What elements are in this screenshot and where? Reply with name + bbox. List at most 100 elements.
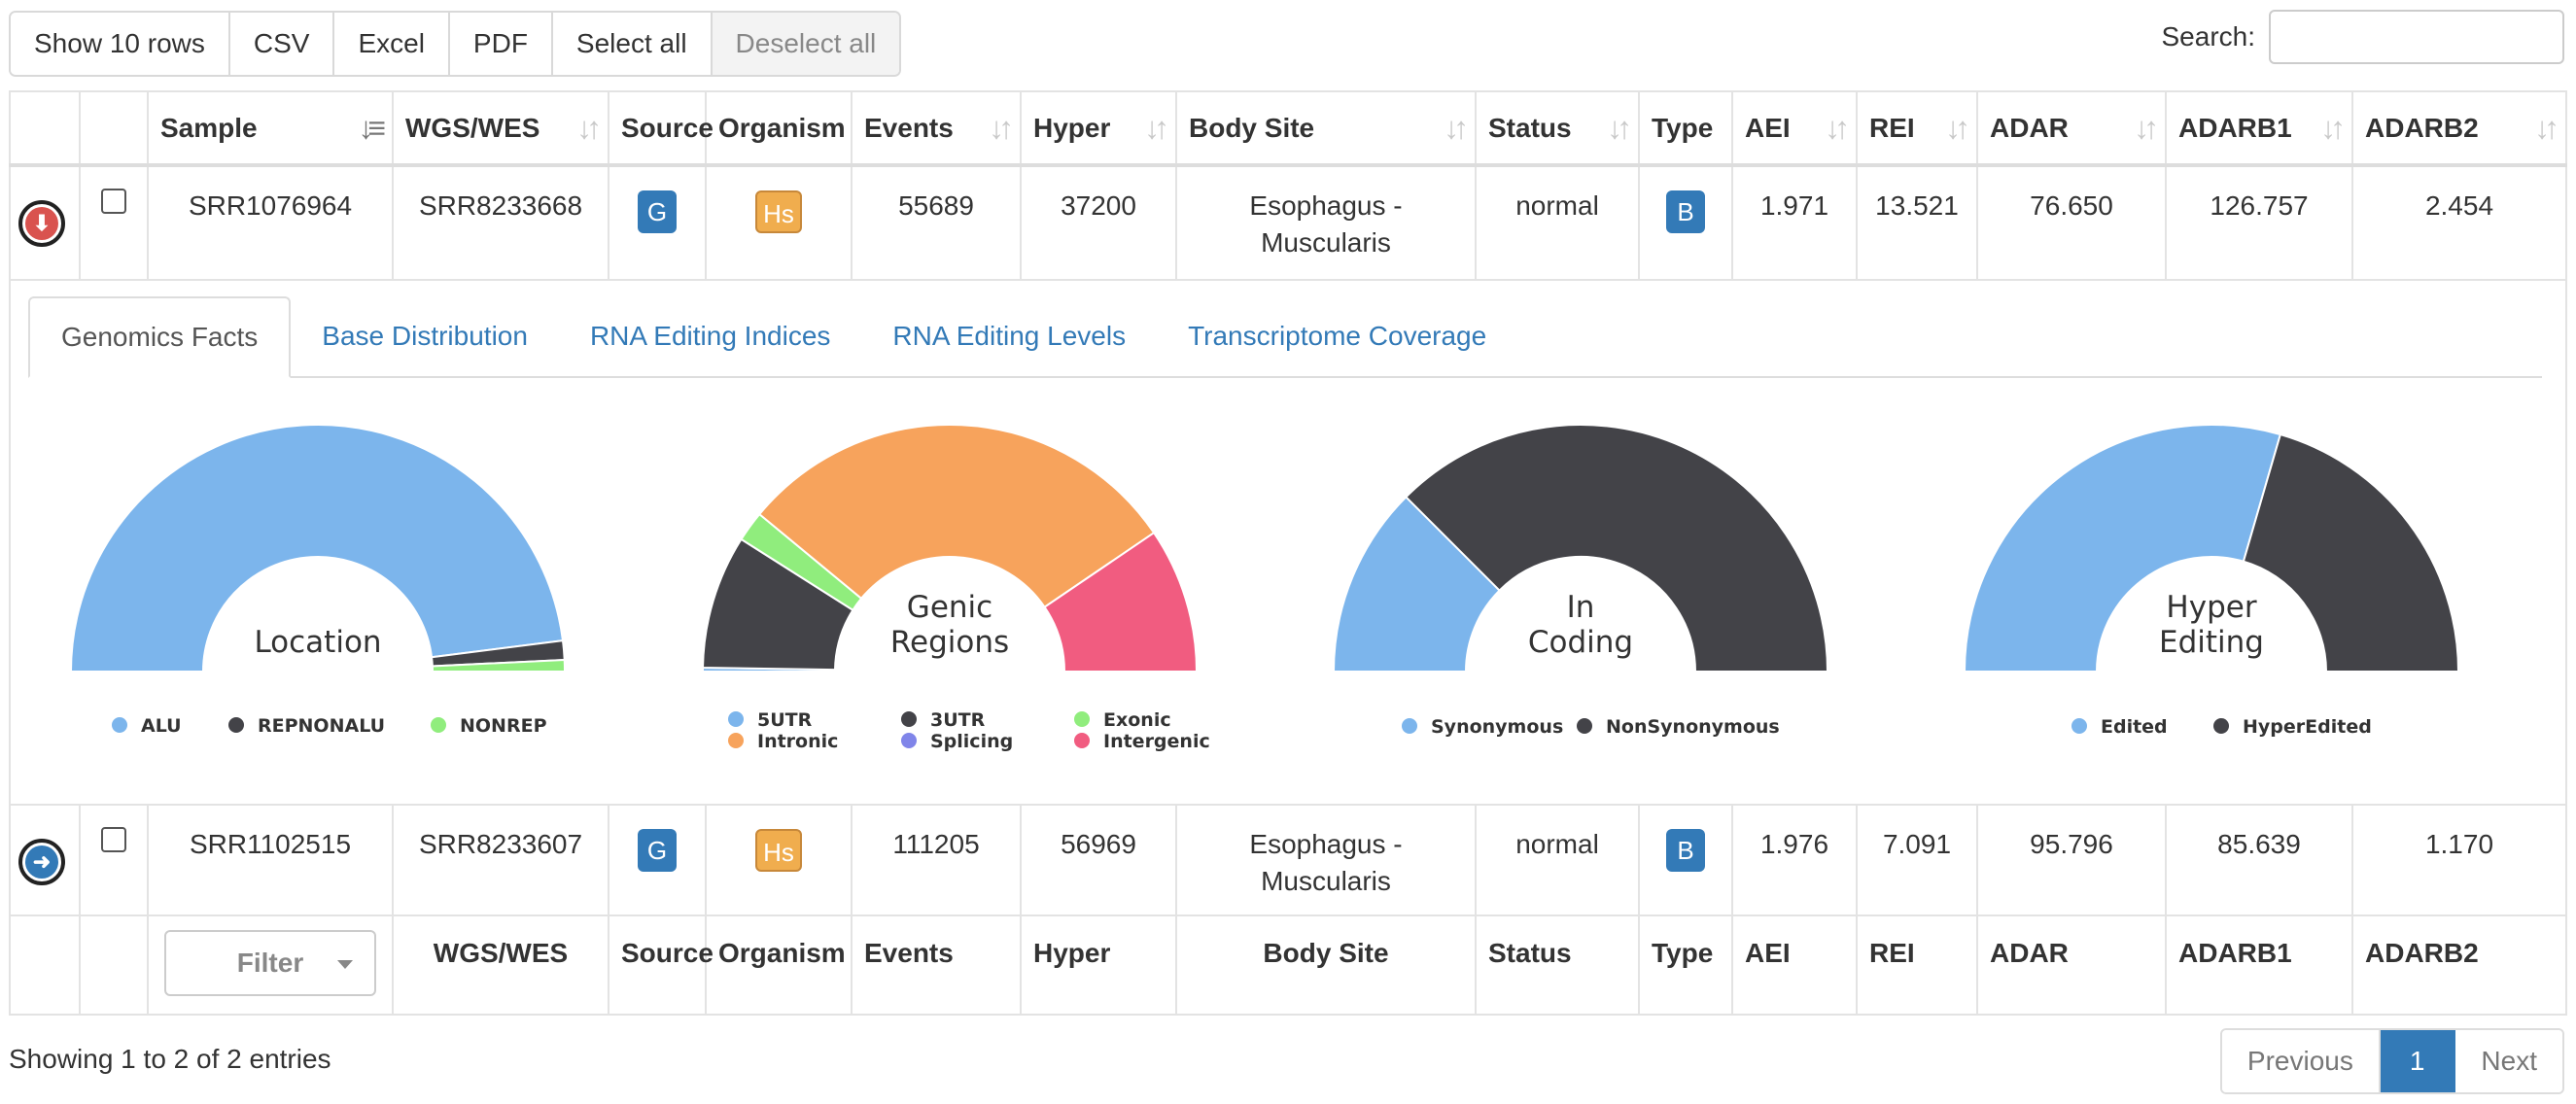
row-checkbox[interactable]: [101, 189, 126, 214]
sort-icon[interactable]: ↓↑: [1444, 110, 1469, 145]
slice-nonrep[interactable]: [431, 658, 567, 673]
row-details: Genomics Facts Base Distribution RNA Edi…: [9, 279, 2567, 806]
legend-item[interactable]: REPNONALU: [258, 715, 385, 737]
col-rei[interactable]: REI ↓↑: [1856, 90, 1978, 167]
col-adar[interactable]: ADAR ↓↑: [1976, 90, 2167, 167]
legend-item[interactable]: Synonymous: [1431, 716, 1563, 738]
cell-adarb1: 85.639: [2165, 804, 2353, 916]
search-input[interactable]: [2269, 10, 2564, 64]
foot-rei: REI: [1856, 914, 1978, 1016]
legend-item[interactable]: 3UTR: [930, 709, 986, 731]
search-box: Search:: [2162, 10, 2564, 64]
csv-button[interactable]: CSV: [229, 13, 335, 75]
foot-hyper: Hyper: [1020, 914, 1177, 1016]
sort-icon[interactable]: ↓↑: [2320, 110, 2346, 145]
legend-item[interactable]: Intergenic: [1103, 731, 1210, 752]
expand-row-icon[interactable]: ➜: [18, 839, 65, 885]
legend-item[interactable]: HyperEdited: [2243, 716, 2372, 738]
table-row: ➜ SRR1102515 SRR8233607 G Hs 111205 5696…: [9, 804, 2567, 916]
legend-marker: [901, 711, 917, 727]
sort-icon[interactable]: ↓↑: [2534, 110, 2559, 145]
slice-edited[interactable]: [1963, 424, 2282, 673]
slice-hyperedited[interactable]: [2242, 432, 2460, 673]
cell-wgs: SRR8233607: [392, 804, 609, 916]
legend-marker: [2071, 718, 2087, 734]
select-header: [79, 90, 149, 167]
legend-marker: [728, 733, 744, 748]
legend-item[interactable]: Intronic: [757, 731, 838, 752]
samples-table: Sample ↓≡ WGS/WES ↓↑ Source Organism Event…: [9, 90, 2567, 1016]
deselect-all-button[interactable]: Deselect all: [712, 13, 900, 75]
col-sample[interactable]: Sample ↓≡: [147, 90, 394, 167]
col-body-site[interactable]: Body Site ↓↑: [1175, 90, 1477, 167]
slice-synonymous[interactable]: [1332, 495, 1501, 673]
foot-aei: AEI: [1731, 914, 1858, 1016]
tab-rna-editing-levels[interactable]: RNA Editing Levels: [892, 321, 1127, 351]
legend-item[interactable]: Edited: [2101, 716, 2168, 738]
caret-down-icon: [337, 960, 353, 969]
sort-icon[interactable]: ↓↑: [1144, 110, 1169, 145]
cell-aei: 1.976: [1731, 804, 1858, 916]
legend-item[interactable]: Exonic: [1103, 709, 1171, 731]
cell-source: G: [608, 804, 707, 916]
row-toggle-cell: ➜: [9, 804, 81, 916]
legend-item[interactable]: ALU: [141, 715, 182, 737]
header-row: Sample ↓≡ WGS/WES ↓↑ Source Organism Event…: [9, 90, 2567, 167]
cell-status: normal: [1475, 164, 1640, 281]
cell-body-site: Esophagus - Muscularis: [1175, 804, 1477, 916]
tab-rna-editing-indices[interactable]: RNA Editing Indices: [589, 321, 831, 351]
table-info: Showing 1 to 2 of 2 entries: [9, 1044, 331, 1074]
cell-organism: Hs: [705, 164, 853, 281]
cell-body-site: Esophagus - Muscularis: [1175, 164, 1477, 281]
collapse-row-icon[interactable]: ⬇: [18, 200, 65, 247]
cell-adar: 95.796: [1976, 804, 2167, 916]
excel-button[interactable]: Excel: [334, 13, 450, 75]
legend-item[interactable]: 5UTR: [757, 709, 813, 731]
sort-icon[interactable]: ↓↑: [2134, 110, 2159, 145]
tab-base-distribution[interactable]: Base Distribution: [322, 321, 528, 351]
select-all-button[interactable]: Select all: [552, 13, 713, 75]
sort-icon[interactable]: ↓↑: [1825, 110, 1850, 145]
slice-intronic[interactable]: [757, 424, 1156, 609]
sort-desc-icon[interactable]: ↓≡: [358, 110, 386, 145]
tab-genomics-facts[interactable]: Genomics Facts: [28, 296, 292, 378]
page-1-button[interactable]: 1: [2380, 1030, 2456, 1092]
previous-page-button[interactable]: Previous: [2221, 1030, 2381, 1092]
type-badge: B: [1666, 829, 1705, 872]
sort-icon[interactable]: ↓↑: [1945, 110, 1970, 145]
show-rows-button[interactable]: Show 10 rows: [11, 13, 230, 75]
cell-rei: 13.521: [1856, 164, 1978, 281]
type-badge: B: [1666, 190, 1705, 233]
col-status[interactable]: Status ↓↑: [1475, 90, 1640, 167]
slice-nonsynonymous[interactable]: [1404, 424, 1829, 673]
legend-marker: [1577, 718, 1592, 734]
next-page-button[interactable]: Next: [2455, 1030, 2562, 1092]
col-adarb2[interactable]: ADARB2 ↓↑: [2351, 90, 2567, 167]
col-wgs[interactable]: WGS/WES ↓↑: [392, 90, 609, 167]
sample-filter-cell: Filter: [147, 914, 394, 1016]
genomics-charts: Location ALU REPNONALU NONREP Genic Regions 5U…: [11, 376, 2563, 784]
sort-icon[interactable]: ↓↑: [1607, 110, 1632, 145]
cell-adarb2: 2.454: [2351, 164, 2567, 281]
sort-icon[interactable]: ↓↑: [989, 110, 1014, 145]
cell-hyper: 56969: [1020, 804, 1177, 916]
tab-transcriptome-coverage[interactable]: Transcriptome Coverage: [1188, 321, 1487, 351]
legend-item[interactable]: Splicing: [930, 731, 1013, 752]
filter-dropdown[interactable]: Filter: [164, 930, 376, 996]
col-aei[interactable]: AEI ↓↑: [1731, 90, 1858, 167]
row-toggle-cell: ⬇: [9, 164, 81, 281]
cell-source: G: [608, 164, 707, 281]
pdf-button[interactable]: PDF: [449, 13, 553, 75]
sort-icon[interactable]: ↓↑: [576, 110, 602, 145]
col-adarb1[interactable]: ADARB1 ↓↑: [2165, 90, 2353, 167]
legend-marker: [1074, 711, 1090, 727]
slice-intergenic[interactable]: [1043, 531, 1199, 673]
slice-alu[interactable]: [69, 424, 565, 673]
chart-title: Location: [254, 625, 381, 660]
row-checkbox[interactable]: [101, 827, 126, 852]
cell-wgs: SRR8233668: [392, 164, 609, 281]
col-hyper[interactable]: Hyper ↓↑: [1020, 90, 1177, 167]
legend-item[interactable]: NonSynonymous: [1606, 716, 1780, 738]
col-events[interactable]: Events ↓↑: [851, 90, 1022, 167]
legend-item[interactable]: NONREP: [460, 715, 547, 737]
